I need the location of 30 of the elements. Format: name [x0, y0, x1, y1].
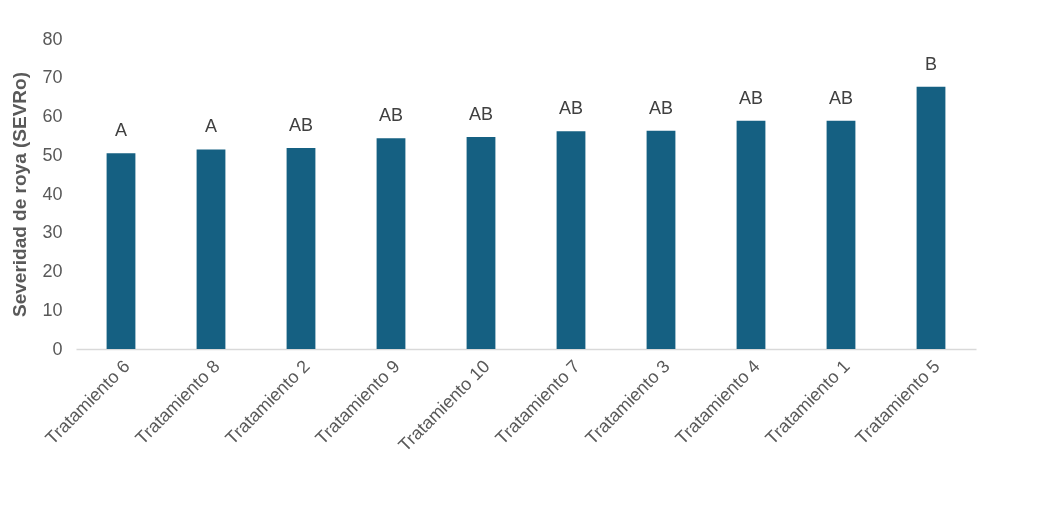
bar	[106, 153, 136, 349]
annotation: AB	[738, 87, 764, 108]
annotation: AB	[648, 97, 674, 118]
bar	[826, 120, 856, 349]
y-tick-label: 60	[42, 106, 63, 126]
annotation: AB	[468, 104, 494, 125]
annotation: AB	[558, 98, 584, 119]
bar	[196, 149, 226, 349]
y-tick-label: 10	[42, 299, 63, 320]
bar	[466, 137, 496, 349]
annotation: B	[924, 53, 938, 74]
annotation: AB	[288, 114, 314, 135]
bar	[736, 120, 766, 349]
y-tick-label: 50	[42, 144, 63, 165]
bar	[646, 130, 676, 349]
y-tick-label: 70	[42, 67, 63, 88]
y-tick-label: 30	[42, 222, 63, 243]
y-tick-label: 20	[42, 261, 63, 281]
bar	[286, 147, 316, 349]
y-tick-label: 40	[42, 183, 63, 204]
annotation: AB	[378, 105, 404, 126]
annotation: AB	[828, 87, 854, 108]
y-tick-label: 0	[52, 338, 63, 359]
y-axis-title: Severidad de roya (SEVRo)	[9, 72, 31, 317]
y-tick-label: 80	[42, 28, 63, 49]
annotation: A	[204, 116, 218, 137]
bar	[376, 138, 406, 349]
bar	[556, 131, 586, 349]
annotation: A	[114, 120, 128, 141]
bar	[916, 86, 946, 349]
